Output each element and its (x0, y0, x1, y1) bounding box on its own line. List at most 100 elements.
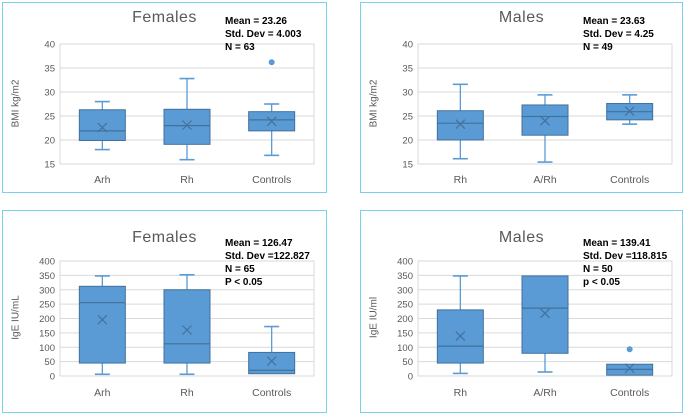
category-label: A/Rh (533, 387, 557, 399)
y-tick-label: 15 (44, 160, 55, 171)
stat-n: N = 65 (225, 264, 255, 275)
mean-x-marker (97, 314, 108, 325)
y-axis-label: IgE IU/ml (368, 296, 380, 339)
panel-females-ige: 0 50 100 150 200 250 300 350 400 Arh Rh Controls Fe… (2, 210, 327, 413)
stat-mean: Mean = 23.26 (225, 16, 287, 27)
plot-area-border (59, 260, 315, 377)
y-tick-label: 300 (397, 285, 413, 296)
stats-annotation: Mean = 126.47 Std. Dev =122.827 N = 65 P… (225, 237, 310, 289)
y-tick-label: 50 (402, 357, 413, 368)
mean-x-marker (540, 115, 550, 126)
chart-title: Females (132, 9, 197, 26)
panel-females-bmi: 15 20 25 30 35 40 Arh Rh Controls Females Mean =… (2, 2, 327, 193)
y-tick-label: 400 (39, 257, 55, 268)
iqr-box (436, 110, 484, 141)
stat-stddev: Std. Dev =122.827 (225, 251, 310, 262)
stat-p (225, 54, 301, 55)
y-tick-label: 35 (44, 64, 55, 75)
y-tick-label: 40 (402, 40, 413, 51)
category-label: Arh (94, 174, 111, 186)
chart-title: Females (132, 229, 197, 246)
mean-x-marker (266, 116, 277, 127)
iqr-box (248, 351, 296, 375)
plot-area-border (417, 260, 673, 377)
category-label: A/Rh (533, 174, 557, 186)
y-axis-label: BMI kg/m2 (10, 79, 22, 128)
stat-p: P < 0.05 (225, 277, 263, 288)
category-label: Rh (180, 174, 194, 186)
y-tick-label: 25 (44, 112, 55, 123)
boxplot-canvas: 0 50 100 150 200 250 300 350 400 Rh A/Rh Controls (397, 257, 673, 399)
iqr-box (78, 285, 126, 364)
category-label: Controls (252, 174, 291, 186)
y-tick-label: 25 (402, 112, 413, 123)
boxplot-canvas: 15 20 25 30 35 40 Rh A/Rh Controls (402, 40, 673, 186)
y-tick-label: 0 (408, 372, 413, 383)
y-tick-label: 40 (44, 40, 55, 51)
y-tick-label: 50 (44, 357, 55, 368)
mean-x-marker (182, 120, 192, 131)
y-tick-label: 20 (44, 136, 55, 147)
y-tick-label: 300 (39, 285, 55, 296)
y-tick-label: 350 (397, 271, 413, 282)
y-tick-label: 30 (402, 88, 413, 99)
stats-annotation: Mean = 23.26 Std. Dev = 4.003 N = 63 (225, 15, 301, 55)
stat-p (583, 54, 654, 55)
category-label: Controls (610, 174, 649, 186)
chart-title: Males (498, 9, 545, 26)
stat-n: N = 49 (583, 42, 613, 53)
y-tick-label: 100 (39, 343, 55, 354)
mean-x-marker (182, 325, 192, 335)
y-tick-label: 15 (402, 160, 413, 171)
outlier-point (626, 346, 633, 353)
category-label: Controls (610, 387, 649, 399)
y-tick-label: 0 (50, 372, 55, 383)
boxplot-canvas: 15 20 25 30 35 40 Arh Rh Controls (44, 40, 315, 186)
stat-n: N = 63 (225, 42, 255, 53)
y-tick-label: 200 (397, 314, 413, 325)
panel-males-bmi: 15 20 25 30 35 40 Rh A/Rh Controls Males Mean = … (360, 2, 683, 193)
category-label: Arh (94, 387, 111, 399)
mean-x-marker (540, 308, 550, 319)
stats-annotation: Mean = 23.63 Std. Dev = 4.25 N = 49 (583, 15, 654, 55)
y-tick-label: 20 (402, 136, 413, 147)
stat-mean: Mean = 23.63 (583, 16, 645, 27)
category-label: Rh (454, 174, 468, 186)
outlier-point (268, 59, 275, 66)
stat-stddev: Std. Dev = 4.25 (583, 29, 654, 40)
y-tick-label: 150 (39, 328, 55, 339)
iqr-box (163, 289, 211, 364)
category-label: Rh (180, 387, 194, 399)
panel-males-ige: 0 50 100 150 200 250 300 350 400 Rh A/Rh Controls M… (360, 210, 683, 413)
mean-x-marker (624, 106, 635, 117)
y-tick-label: 30 (44, 88, 55, 99)
y-axis-label: BMI kg/m2 (368, 79, 380, 128)
mean-x-marker (624, 363, 635, 374)
mean-x-marker (97, 122, 108, 133)
stats-annotation: Mean = 139.41 Std. Dev =118.815 N = 50 p… (583, 237, 667, 289)
y-tick-label: 350 (39, 271, 55, 282)
category-label: Controls (252, 387, 291, 399)
stat-stddev: Std. Dev = 4.003 (225, 29, 302, 40)
plot-area-border (59, 43, 315, 165)
mean-x-marker (455, 119, 466, 130)
stat-n: N = 50 (583, 264, 613, 275)
mean-x-marker (266, 356, 277, 366)
stat-p: p < 0.05 (583, 277, 620, 288)
stat-mean: Mean = 139.41 (583, 238, 651, 249)
chart-title: Males (498, 229, 545, 246)
stat-stddev: Std. Dev =118.815 (583, 251, 668, 262)
y-tick-label: 200 (39, 314, 55, 325)
y-tick-label: 250 (39, 300, 55, 311)
iqr-box (521, 275, 569, 354)
stat-mean: Mean = 126.47 (225, 238, 293, 249)
y-tick-label: 400 (397, 257, 413, 268)
boxplot-canvas: 0 50 100 150 200 250 300 350 400 Arh Rh Controls (39, 257, 315, 399)
iqr-box (78, 109, 126, 141)
y-tick-label: 250 (397, 300, 413, 311)
plot-area-border (417, 43, 673, 165)
mean-x-marker (455, 331, 466, 341)
iqr-box (163, 108, 211, 145)
y-tick-label: 100 (397, 343, 413, 354)
